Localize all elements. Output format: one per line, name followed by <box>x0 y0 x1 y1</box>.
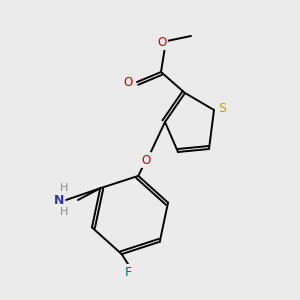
Text: H: H <box>60 183 68 193</box>
Text: N: N <box>54 194 64 206</box>
Text: O: O <box>158 35 166 49</box>
Text: O: O <box>141 154 151 166</box>
Text: S: S <box>218 101 226 115</box>
Text: O: O <box>123 76 133 89</box>
Text: F: F <box>124 266 132 278</box>
Text: H: H <box>60 207 68 217</box>
